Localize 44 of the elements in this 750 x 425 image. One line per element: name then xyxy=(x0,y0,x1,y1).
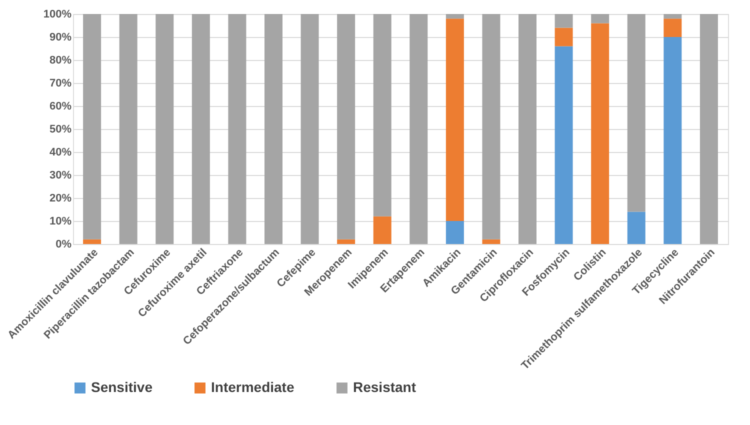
bar xyxy=(119,14,138,244)
bar xyxy=(627,14,646,212)
bar xyxy=(228,14,246,244)
bar xyxy=(337,14,356,240)
legend-label: Intermediate xyxy=(211,379,294,395)
bar xyxy=(446,18,464,221)
bar xyxy=(664,37,682,244)
y-tick-label: 10% xyxy=(49,216,72,228)
bar xyxy=(591,14,610,24)
bar xyxy=(482,239,500,244)
y-tick-label: 100% xyxy=(43,8,72,20)
bar xyxy=(410,14,428,244)
y-tick-label: 80% xyxy=(49,54,72,66)
bar xyxy=(482,14,500,240)
bar xyxy=(554,28,573,46)
y-tick-label: 70% xyxy=(49,78,72,90)
bar xyxy=(446,221,464,244)
y-tick-label: 60% xyxy=(49,100,72,112)
bar xyxy=(83,239,102,244)
bar xyxy=(554,14,573,28)
y-tick-label: 40% xyxy=(49,146,72,158)
bar xyxy=(554,46,573,244)
bar xyxy=(373,14,392,216)
bar xyxy=(264,14,282,244)
bar xyxy=(192,14,210,244)
bar xyxy=(518,14,537,244)
bar xyxy=(591,23,610,244)
y-tick-label: 90% xyxy=(49,32,72,44)
y-tick-label: 20% xyxy=(49,192,72,204)
bar xyxy=(446,14,464,19)
bar xyxy=(300,14,319,244)
bar xyxy=(700,14,718,244)
bar xyxy=(627,212,646,244)
bar xyxy=(83,14,102,240)
y-tick-label: 30% xyxy=(49,170,72,182)
bar xyxy=(664,18,682,37)
y-tick-label: 0% xyxy=(56,238,72,250)
bar xyxy=(337,239,356,244)
legend-label: Resistant xyxy=(353,379,416,395)
y-tick-label: 50% xyxy=(49,124,72,136)
bar xyxy=(664,14,682,19)
bar xyxy=(156,14,174,244)
legend-label: Sensitive xyxy=(91,379,153,395)
bar xyxy=(373,216,392,244)
